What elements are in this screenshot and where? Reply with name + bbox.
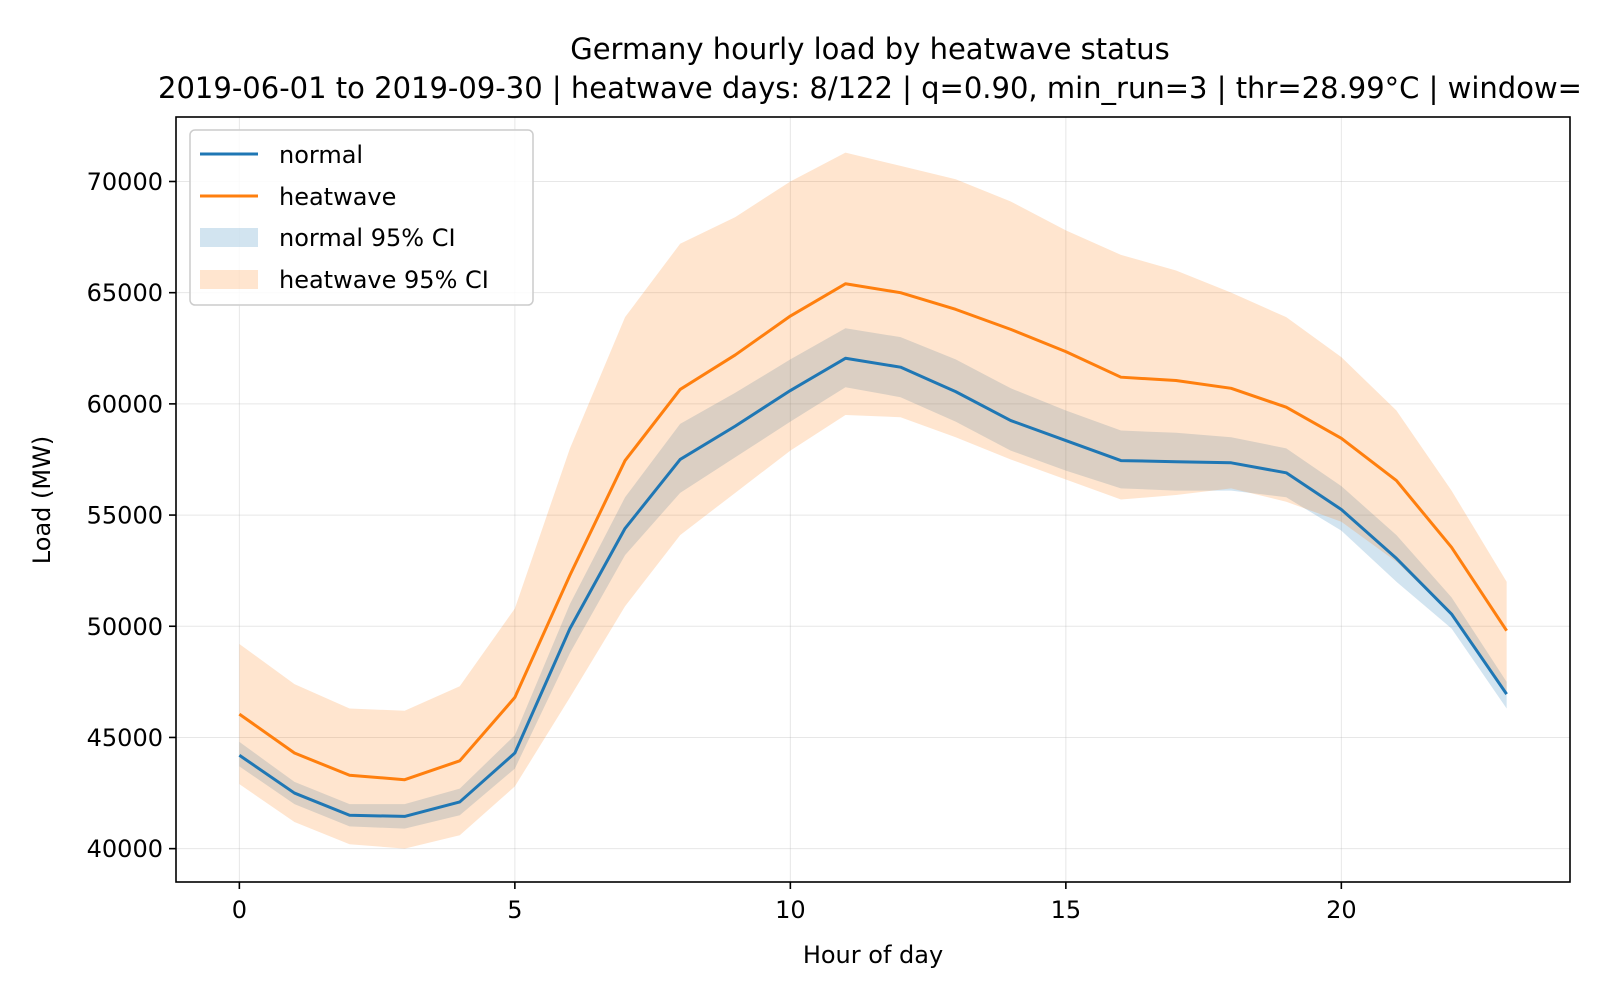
x-tick-label: 0 bbox=[232, 896, 247, 924]
y-tick-label: 55000 bbox=[87, 502, 163, 530]
x-tick-label: 15 bbox=[1051, 896, 1082, 924]
x-tick-label: 10 bbox=[775, 896, 806, 924]
legend-swatch-heatwave-ci bbox=[200, 270, 258, 289]
legend-swatch-normal-ci bbox=[200, 228, 258, 247]
x-tick-label: 20 bbox=[1326, 896, 1357, 924]
legend-label-heatwave-ci: heatwave 95% CI bbox=[279, 266, 489, 294]
legend-label-normal: normal bbox=[279, 141, 363, 169]
legend-label-heatwave: heatwave bbox=[279, 183, 396, 211]
y-tick-label: 50000 bbox=[87, 613, 163, 641]
series-line-normal bbox=[238, 356, 1508, 818]
legend-box bbox=[189, 129, 534, 306]
series-line-heatwave bbox=[238, 282, 1508, 782]
x-axis-label: Hour of day bbox=[803, 941, 943, 969]
x-tick-label: 5 bbox=[507, 896, 522, 924]
y-tick-label: 70000 bbox=[87, 168, 163, 196]
y-axis-label: Load (MW) bbox=[28, 436, 56, 564]
y-tick-label: 65000 bbox=[87, 279, 163, 307]
chart-title: Germany hourly load by heatwave status bbox=[570, 32, 1170, 66]
band-normal-ci bbox=[239, 328, 1507, 829]
plot-frame bbox=[175, 116, 1571, 883]
y-tick-label: 40000 bbox=[87, 835, 163, 863]
legend: normal heatwave normal 95% CI heatwave 9… bbox=[189, 129, 534, 306]
chart-subtitle: 2019-06-01 to 2019-09-30 | heatwave days… bbox=[158, 71, 1582, 105]
band-heatwave-ci bbox=[239, 152, 1507, 849]
y-tick-label: 60000 bbox=[87, 390, 163, 418]
legend-label-normal-ci: normal 95% CI bbox=[279, 224, 456, 252]
series-lines bbox=[238, 282, 1508, 818]
confidence-bands bbox=[239, 152, 1507, 849]
axis-ticks: 0 5 10 15 20 40000 45000 50000 55000 60000 65000 70… bbox=[87, 168, 1357, 924]
y-tick-label: 45000 bbox=[87, 724, 163, 752]
